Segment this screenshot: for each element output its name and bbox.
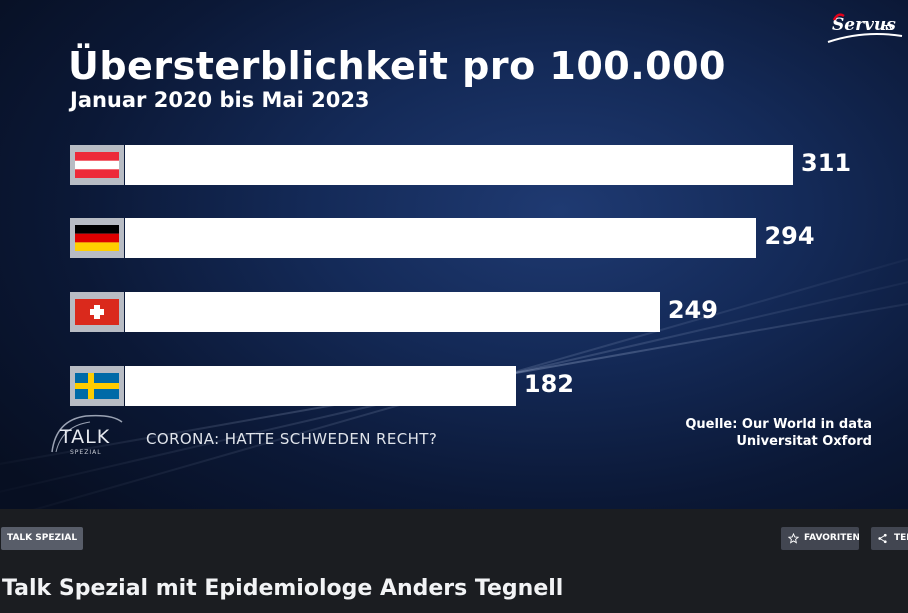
favorites-label: FAVORITEN <box>804 533 859 543</box>
favorites-button[interactable]: FAVORITEN <box>781 527 859 550</box>
talk-logo-sub: SPEZIAL <box>70 449 102 456</box>
servus-tv-logo: Servus TV <box>827 13 903 43</box>
category-tag-button[interactable]: TALK SPEZIAL <box>1 527 84 550</box>
share-icon <box>878 533 887 544</box>
switzerland-flag-icon <box>70 292 124 332</box>
video-player[interactable]: Servus TV Übersterblichkeit pro 100.000 … <box>0 0 908 509</box>
chart-bar <box>125 366 516 406</box>
chart-value-label: 294 <box>764 222 815 250</box>
svg-text:TV: TV <box>884 24 895 32</box>
chart-source: Quelle: Our World in data Universitat Ox… <box>685 416 872 450</box>
lower-third-ticker: CORONA: HATTE SCHWEDEN RECHT? <box>146 430 438 448</box>
chart-bar <box>125 218 757 258</box>
germany-flag-icon <box>70 218 124 258</box>
talk-spezial-logo <box>51 414 123 453</box>
austria-flag-icon <box>70 145 124 185</box>
chart-bar <box>125 145 793 185</box>
source-line: Quelle: Our World in data <box>685 417 872 432</box>
star-icon <box>788 533 799 544</box>
chart-title: Übersterblichkeit pro 100.000 <box>68 44 726 88</box>
chart-subtitle: Januar 2020 bis Mai 2023 <box>70 88 370 112</box>
talk-logo-word: TALK <box>60 426 111 448</box>
share-label: TEILEN <box>894 533 908 543</box>
page-title: Talk Spezial mit Epidemiologe Anders Teg… <box>2 576 564 601</box>
source-line: Universitat Oxford <box>736 434 872 449</box>
chart-bar <box>125 292 660 332</box>
chart-value-label: 249 <box>667 296 718 324</box>
chart-value-label: 311 <box>801 149 852 177</box>
share-button[interactable]: TEILEN <box>871 527 908 550</box>
chart-value-label: 182 <box>523 370 575 398</box>
svg-text:Servus: Servus <box>832 15 896 35</box>
sweden-flag-icon <box>70 366 124 406</box>
